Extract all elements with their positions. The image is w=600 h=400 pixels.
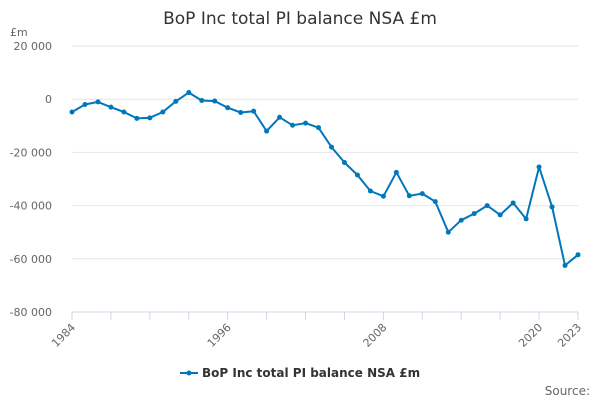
data-point[interactable] xyxy=(510,200,516,206)
x-tick-label: 2020 xyxy=(516,321,545,350)
data-point[interactable] xyxy=(147,115,153,121)
source-label: Source: xyxy=(545,384,590,398)
data-point[interactable] xyxy=(328,144,334,150)
legend-entry: BoP Inc total PI balance NSA £m xyxy=(202,366,420,380)
legend-marker-icon xyxy=(186,370,192,376)
data-point[interactable] xyxy=(264,128,270,134)
y-tick-label: 20 000 xyxy=(14,40,53,53)
data-point[interactable] xyxy=(82,102,88,108)
data-point[interactable] xyxy=(367,188,373,194)
x-tick-label: 1984 xyxy=(49,321,78,350)
data-point[interactable] xyxy=(251,108,257,114)
data-point[interactable] xyxy=(484,203,490,209)
data-point[interactable] xyxy=(199,98,205,104)
data-point[interactable] xyxy=(277,114,283,120)
data-point[interactable] xyxy=(121,109,127,115)
x-tick-label: 1996 xyxy=(205,321,234,350)
y-tick-label: -80 000 xyxy=(10,306,52,319)
data-point[interactable] xyxy=(95,99,101,105)
data-point[interactable] xyxy=(341,160,347,166)
data-point[interactable] xyxy=(380,193,386,199)
x-tick-label: 2023 xyxy=(555,321,584,350)
y-tick-label: -60 000 xyxy=(10,253,52,266)
data-point[interactable] xyxy=(523,216,529,222)
data-point[interactable] xyxy=(575,252,581,258)
y-tick-label: -20 000 xyxy=(10,146,52,159)
data-point[interactable] xyxy=(458,217,464,223)
data-point[interactable] xyxy=(536,164,542,170)
data-point[interactable] xyxy=(432,199,438,205)
series-line[interactable] xyxy=(71,91,579,267)
data-point[interactable] xyxy=(406,193,412,199)
data-point[interactable] xyxy=(303,120,309,126)
data-point[interactable] xyxy=(497,212,503,218)
series-layer xyxy=(69,90,581,268)
data-point[interactable] xyxy=(290,122,296,128)
data-point[interactable] xyxy=(471,211,477,217)
y-axis-unit-label: £m xyxy=(10,26,28,39)
x-tick-label: 2008 xyxy=(361,321,390,350)
y-tick-label: 0 xyxy=(45,93,52,106)
data-point[interactable] xyxy=(419,191,425,197)
gridlines xyxy=(72,45,578,313)
data-point[interactable] xyxy=(549,204,555,210)
data-point[interactable] xyxy=(108,104,114,110)
data-point[interactable] xyxy=(354,172,360,178)
x-axis: 1984 1996 2008 2020 2023 xyxy=(49,311,584,350)
data-point[interactable] xyxy=(173,98,179,104)
data-point[interactable] xyxy=(562,262,568,268)
data-point[interactable] xyxy=(160,109,166,115)
data-point[interactable] xyxy=(212,98,218,104)
y-tick-label: -40 000 xyxy=(10,200,52,213)
data-point[interactable] xyxy=(186,90,192,96)
legend[interactable]: BoP Inc total PI balance NSA £m xyxy=(180,366,420,380)
data-point[interactable] xyxy=(445,229,451,235)
data-point[interactable] xyxy=(393,169,399,175)
data-point[interactable] xyxy=(69,109,75,115)
data-point[interactable] xyxy=(316,125,322,131)
data-point[interactable] xyxy=(238,110,244,115)
y-axis-tick-labels: 20 000 0 -20 000 -40 000 -60 000 -80 000 xyxy=(10,40,52,319)
data-point[interactable] xyxy=(134,115,140,121)
data-point[interactable] xyxy=(225,105,231,111)
chart-title: BoP Inc total PI balance NSA £m xyxy=(163,9,437,29)
